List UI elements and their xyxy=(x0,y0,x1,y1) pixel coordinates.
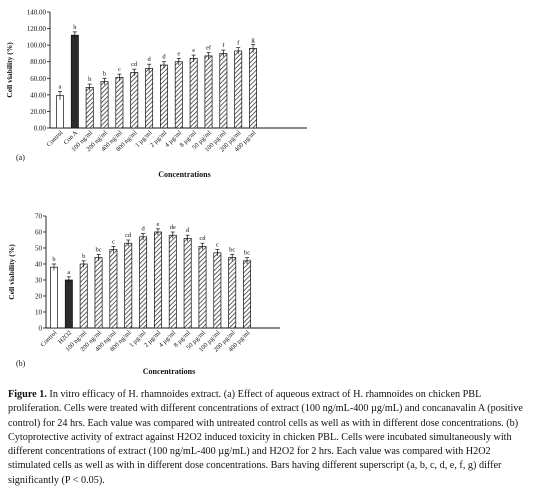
superscript-label: d xyxy=(147,56,151,63)
superscript-label: cd xyxy=(199,235,206,242)
chart-panel-b: 0 10 20 30 40 50 60 70 Cell viability (%) b Contro… xyxy=(7,213,280,376)
bar xyxy=(213,252,222,329)
bar xyxy=(70,34,79,129)
bar xyxy=(243,260,251,329)
bar xyxy=(139,236,148,329)
superscript-label: f xyxy=(222,42,225,49)
superscript-label: ef xyxy=(206,45,212,52)
y-tick-label: 40 xyxy=(35,261,43,269)
superscript-label: d xyxy=(141,226,145,233)
bar xyxy=(145,67,154,129)
y-tick-label: 0 xyxy=(39,325,43,333)
superscript-label: e xyxy=(192,47,195,54)
bar xyxy=(160,64,168,129)
bar xyxy=(115,77,124,129)
bar xyxy=(130,72,139,129)
superscript-label: a xyxy=(59,84,62,91)
superscript-label: d xyxy=(162,54,166,61)
figure-caption: Figure 1. In vitro efficacy of H. rhamno… xyxy=(8,388,530,488)
bar xyxy=(154,231,162,329)
bar xyxy=(64,279,73,329)
superscript-label: bc xyxy=(244,250,250,257)
x-axis-label: Concentrations xyxy=(143,367,195,376)
y-tick-label: 100.00 xyxy=(27,42,47,50)
bar xyxy=(228,257,237,329)
y-tick-label: 140.00 xyxy=(27,9,47,17)
y-tick-label: 120.00 xyxy=(27,25,47,33)
superscript-label: bc xyxy=(229,246,235,253)
superscript-label: c xyxy=(112,238,115,245)
superscript-label: de xyxy=(170,224,176,231)
superscript-label: b xyxy=(82,253,85,260)
superscript-label: h xyxy=(73,24,77,31)
superscript-label: bc xyxy=(95,246,101,253)
superscript-label: e xyxy=(157,221,160,228)
superscript-label: a xyxy=(67,269,70,276)
x-axis-label: Concentrations xyxy=(158,170,210,179)
bar xyxy=(234,50,243,129)
superscript-label: d xyxy=(186,227,190,234)
y-tick-label: 80.00 xyxy=(30,58,46,66)
superscript-label: cd xyxy=(131,61,138,68)
category-label: Control xyxy=(39,329,58,348)
bar xyxy=(174,61,183,129)
bar xyxy=(189,58,198,129)
caption-label: Figure 1. xyxy=(8,389,47,400)
y-tick-label: 20 xyxy=(35,293,43,301)
bar xyxy=(124,242,133,329)
bar xyxy=(183,238,192,329)
bar xyxy=(50,266,58,329)
y-axis-label: Cell viability (%) xyxy=(7,244,16,300)
panel-label: (b) xyxy=(16,359,26,368)
superscript-label: f xyxy=(237,40,240,47)
panel-label: (a) xyxy=(16,153,25,162)
superscript-label: b xyxy=(88,76,91,83)
y-tick-label: 20.00 xyxy=(30,108,46,116)
bar xyxy=(109,249,118,329)
bar xyxy=(249,48,257,129)
y-tick-label: 10 xyxy=(35,309,43,317)
bar xyxy=(168,234,177,329)
bar xyxy=(204,55,213,129)
superscript-label: e xyxy=(177,50,180,57)
bar xyxy=(219,53,228,129)
superscript-label: g xyxy=(251,36,255,43)
y-tick-label: 60 xyxy=(35,229,43,237)
y-axis-label: Cell viability (%) xyxy=(5,42,14,98)
y-tick-label: 50 xyxy=(35,245,43,253)
bar xyxy=(79,263,88,329)
category-label: Control xyxy=(45,129,64,148)
y-tick-label: 60.00 xyxy=(30,75,46,83)
y-tick-label: 70 xyxy=(35,213,43,221)
caption-text: In vitro efficacy of H. rhamnoides extra… xyxy=(8,389,523,486)
bar xyxy=(100,81,109,129)
y-tick-label: 0.00 xyxy=(34,125,47,133)
y-tick-label: 30 xyxy=(35,277,43,285)
superscript-label: b xyxy=(52,256,55,263)
superscript-label: c xyxy=(118,66,121,73)
superscript-label: cd xyxy=(125,232,132,239)
chart-panel-a: 0.00 20.00 40.00 60.00 80.00 100.00 120.00 140.… xyxy=(5,9,307,179)
y-tick-label: 40.00 xyxy=(30,91,46,99)
bar xyxy=(94,257,103,329)
bar xyxy=(198,246,207,329)
bar xyxy=(85,87,94,129)
superscript-label: c xyxy=(216,242,219,249)
superscript-label: b xyxy=(103,70,106,77)
bar xyxy=(56,95,64,129)
